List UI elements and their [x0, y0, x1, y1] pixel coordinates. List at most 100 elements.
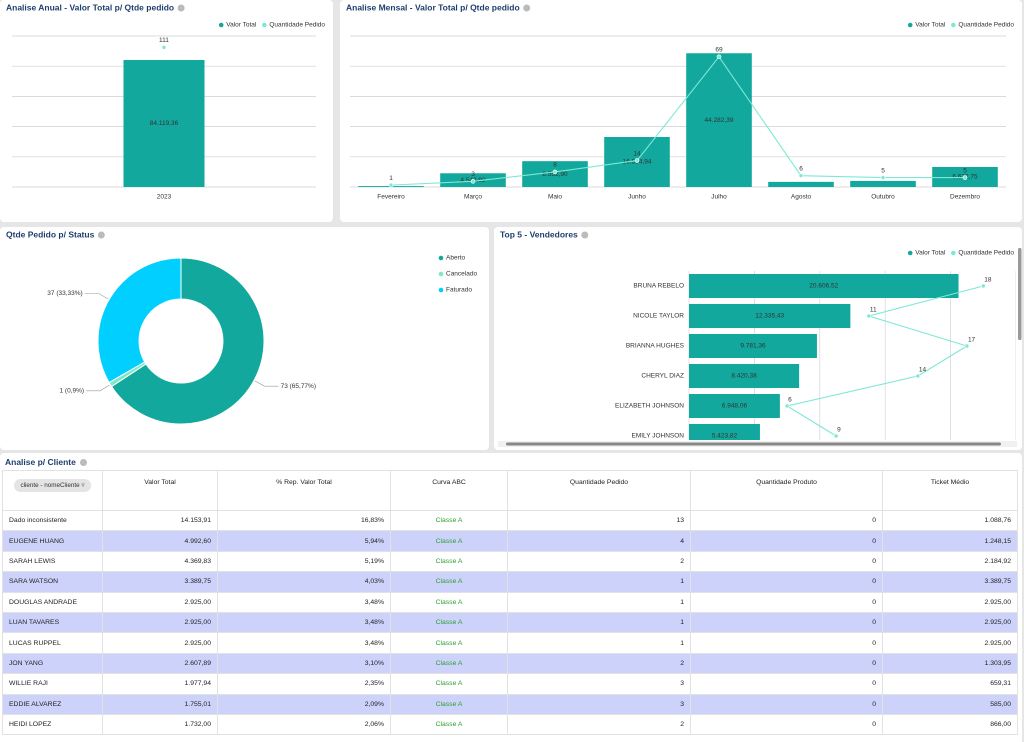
table-cell: 1.755,01: [103, 694, 218, 714]
legend-swatch: [439, 288, 444, 293]
column-header: % Rep. Valor Total: [218, 471, 391, 511]
line-point: [162, 45, 166, 49]
table-row: EUGENE HUANG4.992,605,94%Classe A401.248…: [3, 531, 1018, 551]
table-cell: 0: [691, 592, 883, 612]
x-tick-label: Junho: [628, 194, 646, 201]
table-title-row: Analise p/ Cliente: [5, 457, 87, 467]
x-tick-label: Julho: [711, 194, 727, 201]
table-cell: Classe A: [391, 551, 508, 571]
slice-label: 37 (33,33%): [47, 290, 82, 297]
table-cell: 2.925,00: [103, 633, 218, 653]
table-cell: 3.389,75: [883, 572, 1018, 592]
slice-label: 1 (0,9%): [60, 388, 85, 395]
table-cell: 4: [508, 531, 691, 551]
table-cell: 2,35%: [218, 674, 391, 694]
table-cell: 3,48%: [218, 612, 391, 632]
legend-swatch: [951, 251, 956, 256]
table-cell: 3: [508, 694, 691, 714]
line-point: [881, 176, 885, 180]
table-cell: 0: [691, 633, 883, 653]
legend-label: Aberto: [446, 255, 466, 262]
table-cell: 0: [691, 612, 883, 632]
table-row: Dado inconsistente14.153,9116,83%Classe …: [3, 511, 1018, 531]
point-value-label: 6: [788, 397, 792, 404]
table-cell: 4.369,83: [103, 551, 218, 571]
line-point: [965, 344, 969, 348]
table-row: EDDIE ALVAREZ1.755,012,09%Classe A30585,…: [3, 694, 1018, 714]
table-cell: 2: [508, 551, 691, 571]
line-point: [963, 176, 967, 180]
y-tick-label: NICOLE TAYLOR: [633, 313, 684, 320]
table-cell: Classe A: [391, 612, 508, 632]
table-cell: 659,31: [883, 674, 1018, 694]
client-name: JON YANG: [3, 653, 103, 673]
bar: [768, 182, 834, 187]
point-value-label: 1: [389, 175, 393, 182]
info-icon[interactable]: [581, 232, 588, 239]
x-tick-label: 2023: [157, 194, 172, 201]
bar-value-label: 5.423,82: [712, 433, 738, 440]
info-icon[interactable]: [178, 5, 185, 12]
client-name: DOUGLAS ANDRADE: [3, 592, 103, 612]
legend-label: Faturado: [446, 287, 472, 294]
info-icon[interactable]: [80, 459, 87, 466]
bar-value-label: 44.282,39: [705, 117, 734, 124]
point-value-label: 8: [553, 162, 557, 169]
point-value-label: 6: [799, 165, 803, 172]
point-value-label: 5: [963, 167, 967, 174]
table-cell: 3,10%: [218, 653, 391, 673]
table-cell: 1.248,15: [883, 531, 1018, 551]
column-header: Curva ABC: [391, 471, 508, 511]
charts-area: Analise Anual - Valor Total p/ Qtde pedi…: [0, 0, 1024, 451]
table-cell: 2,09%: [218, 694, 391, 714]
panel: [340, 0, 1022, 222]
legend-swatch: [262, 23, 267, 28]
client-name: LUAN TAVARES: [3, 612, 103, 632]
table-cell: 585,00: [883, 694, 1018, 714]
table-cell: 2.925,00: [103, 592, 218, 612]
table-cell: 2.607,89: [103, 653, 218, 673]
table-cell: 2: [508, 653, 691, 673]
header-row: cliente - nomeCliente ▿ Valor Total% Rep…: [3, 471, 1018, 511]
bar-value-label: 9.781,36: [740, 343, 766, 350]
legend-label: Valor Total: [226, 22, 257, 29]
point-value-label: 14: [633, 150, 641, 157]
table-row: DOUGLAS ANDRADE2.925,003,48%Classe A102.…: [3, 592, 1018, 612]
table-cell: 0: [691, 531, 883, 551]
table-cell: 2,06%: [218, 714, 391, 734]
table-cell: 2.925,00: [883, 612, 1018, 632]
legend-swatch: [219, 23, 224, 28]
table-cell: 0: [691, 674, 883, 694]
chart-title: Top 5 - Vendedores: [500, 229, 578, 239]
chart-title: Analise Mensal - Valor Total p/ Qtde ped…: [346, 2, 520, 12]
table-row: SARA WATSON3.389,754,03%Classe A103.389,…: [3, 572, 1018, 592]
table-cell: 2.925,00: [883, 633, 1018, 653]
line-point: [867, 314, 871, 318]
filter-chip[interactable]: cliente - nomeCliente ▿: [14, 479, 90, 492]
info-icon[interactable]: [523, 5, 530, 12]
x-tick-label: Outubro: [871, 194, 895, 201]
table-row: JON YANG2.607,893,10%Classe A201.303,95: [3, 653, 1018, 673]
legend-swatch: [951, 23, 956, 28]
info-icon[interactable]: [98, 232, 105, 239]
bar-value-label: 6.948,06: [722, 403, 748, 410]
line-point: [916, 374, 920, 378]
bar-value-label: 12.335,43: [755, 313, 784, 320]
scrollbar-v-thumb[interactable]: [1018, 248, 1022, 340]
table-cell: 3,48%: [218, 633, 391, 653]
table-cell: 1: [508, 612, 691, 632]
legend-label: Valor Total: [915, 22, 946, 29]
table-cell: 2.925,00: [883, 592, 1018, 612]
client-name: EUGENE HUANG: [3, 531, 103, 551]
table-cell: 1.303,95: [883, 653, 1018, 673]
x-tick-label: Dezembro: [950, 194, 980, 201]
x-tick-label: Agosto: [791, 194, 812, 201]
column-header: Valor Total: [103, 471, 218, 511]
bar-value-label: 8.420,38: [731, 373, 757, 380]
legend-label: Quantidade Pedido: [269, 22, 325, 29]
client-name: Dado inconsistente: [3, 511, 103, 531]
point-value-label: 5: [881, 167, 885, 174]
scrollbar-h-thumb[interactable]: [506, 443, 1001, 446]
legend-label: Quantidade Pedido: [958, 22, 1014, 29]
client-name: SARAH LEWIS: [3, 551, 103, 571]
